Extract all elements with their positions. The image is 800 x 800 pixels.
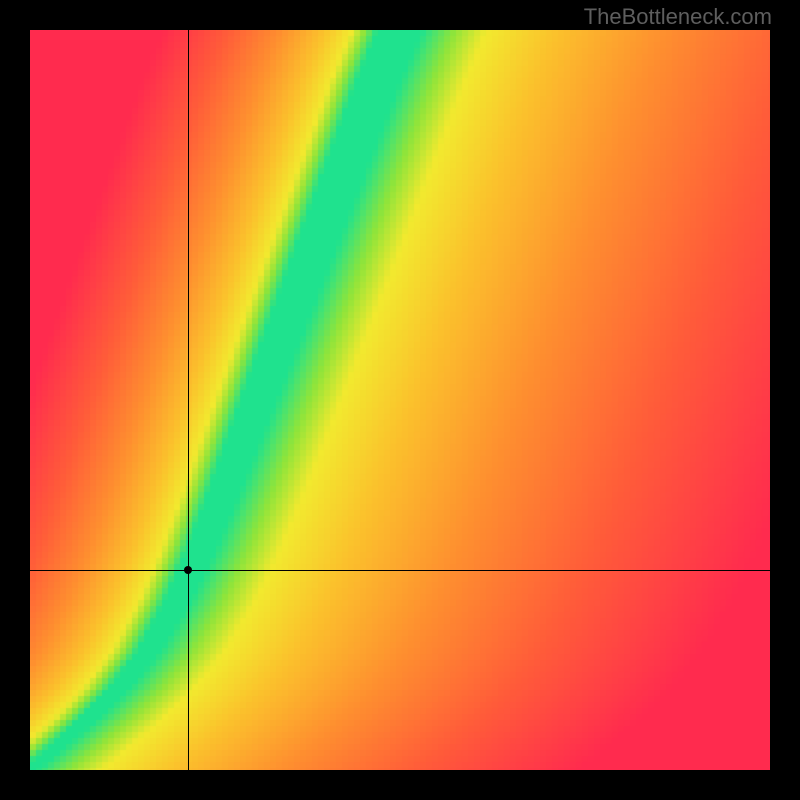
crosshair-horizontal	[30, 570, 770, 571]
heatmap-chart	[30, 30, 770, 770]
chart-container: TheBottleneck.com	[0, 0, 800, 800]
watermark-text: TheBottleneck.com	[584, 4, 772, 30]
heatmap-canvas	[30, 30, 770, 770]
marker-dot	[184, 566, 192, 574]
crosshair-vertical	[188, 30, 189, 770]
